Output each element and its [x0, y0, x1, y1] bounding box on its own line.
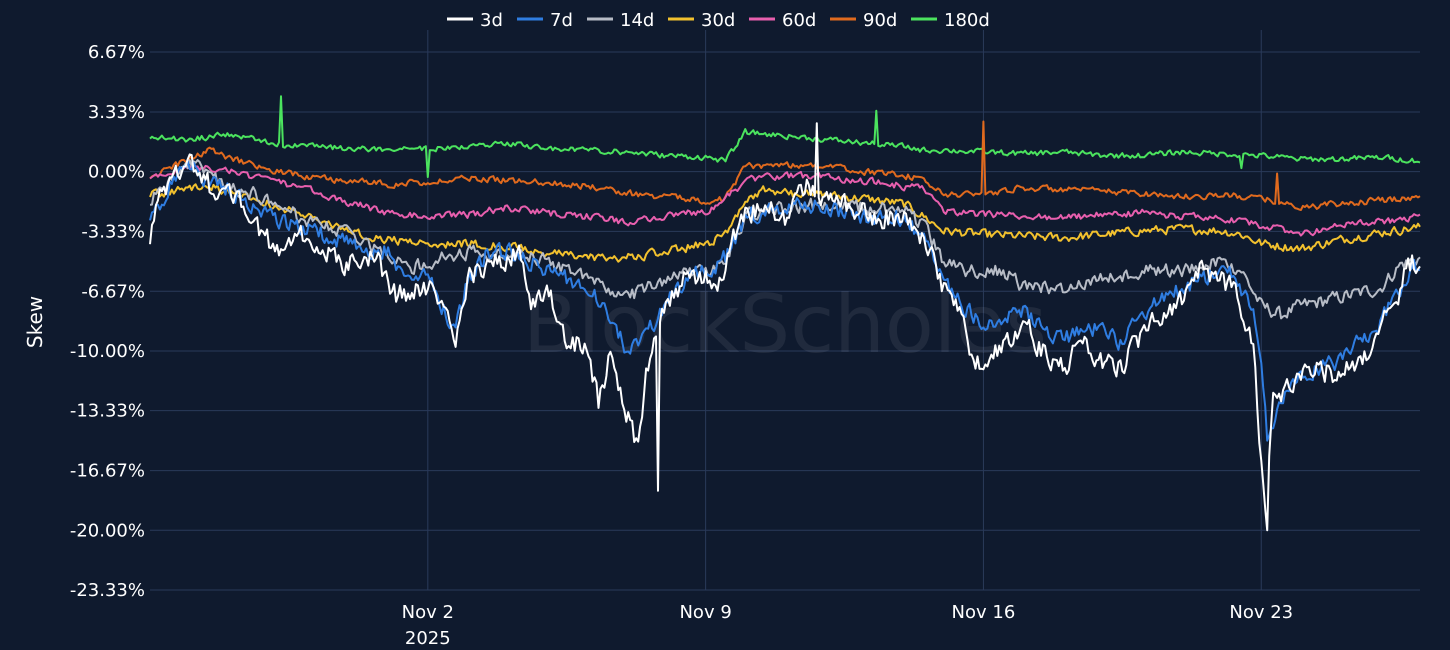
y-tick-label: -10.00%	[70, 341, 145, 362]
x-tick-label: Nov 23	[1229, 602, 1293, 623]
x-tick-label: Nov 9	[679, 602, 731, 623]
y-tick-label: 3.33%	[88, 102, 145, 123]
y-tick-label: -23.33%	[70, 580, 145, 601]
x-tick-label: Nov 2	[402, 602, 454, 623]
legend-item-60d[interactable]: 60d	[749, 10, 816, 31]
y-tick-label: -16.67%	[70, 461, 145, 482]
series-layer	[149, 95, 1421, 532]
legend-label: 60d	[782, 10, 816, 31]
x-tick-label: Nov 16	[952, 602, 1016, 623]
series-line-3d	[149, 122, 1421, 532]
y-tick-label: -6.67%	[81, 281, 145, 302]
series-line-180d	[149, 95, 1421, 178]
legend-label: 30d	[701, 10, 735, 31]
series-line-7d	[149, 159, 1421, 442]
legend-item-30d[interactable]: 30d	[668, 10, 735, 31]
series-line-90d	[149, 120, 1421, 211]
legend-item-180d[interactable]: 180d	[911, 10, 990, 31]
y-tick-label: -13.33%	[70, 401, 145, 422]
grid	[150, 30, 1420, 591]
legend-item-14d[interactable]: 14d	[587, 10, 654, 31]
x-axis-ticks: Nov 2 2025 Nov 9 Nov 16 Nov 23	[402, 602, 1293, 649]
legend-label: 3d	[480, 10, 503, 31]
legend-label: 90d	[863, 10, 897, 31]
y-tick-label: 6.67%	[88, 42, 145, 63]
legend-label: 7d	[550, 10, 573, 31]
y-tick-label: -20.00%	[70, 520, 145, 541]
y-tick-label: -3.33%	[81, 221, 145, 242]
y-axis-ticks: 6.67% 3.33% 0.00% -3.33% -6.67% -10.00% -13.33…	[70, 42, 145, 601]
x-tick-sublabel: 2025	[405, 628, 451, 649]
y-axis-label: Skew	[23, 296, 47, 348]
legend-item-3d[interactable]: 3d	[447, 10, 503, 31]
legend-label: 14d	[620, 10, 654, 31]
series-line-14d	[149, 159, 1421, 320]
legend-item-90d[interactable]: 90d	[830, 10, 897, 31]
y-tick-label: 0.00%	[88, 162, 145, 183]
series-line-30d	[149, 183, 1421, 263]
legend-item-7d[interactable]: 7d	[517, 10, 573, 31]
watermark: BlockScholes	[523, 278, 1047, 371]
series-line-60d	[149, 163, 1421, 237]
legend: 3d 7d 14d 30d 60d 90d 180d	[447, 10, 990, 31]
legend-label: 180d	[944, 10, 990, 31]
